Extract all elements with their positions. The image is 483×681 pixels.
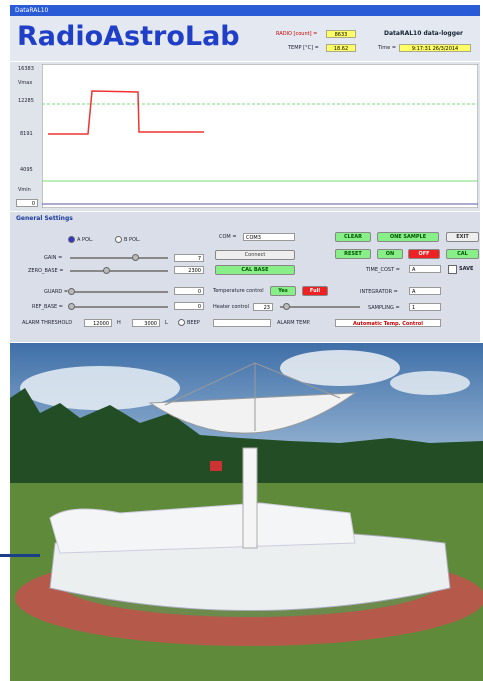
slider[interactable]	[280, 306, 360, 308]
time-value: 9:17:31 26/3/2014	[399, 44, 471, 52]
cloud	[280, 350, 400, 386]
slider-knob[interactable]	[68, 303, 75, 310]
com-select[interactable]: COM3	[243, 233, 295, 241]
receiver	[210, 461, 222, 471]
radio-value: 8633	[326, 30, 356, 38]
cal-base-button[interactable]: CAL BASE	[215, 265, 295, 275]
auto-temp-label: Automatic Temp. Control	[335, 319, 441, 327]
alarm-label: ALARM THRESHOLD	[22, 320, 73, 326]
on-button[interactable]: ON	[377, 249, 403, 259]
sampling-select[interactable]: 1	[409, 303, 441, 311]
radio-button[interactable]	[115, 236, 122, 243]
y-label: Vmax	[18, 80, 33, 86]
alarm-h-value: 12000	[84, 319, 112, 327]
guard-label: GUARD =	[44, 289, 69, 295]
alarm-h: H	[117, 320, 121, 326]
yes-button[interactable]: Yes	[270, 286, 296, 296]
radio-label: B POL.	[124, 237, 141, 243]
signal-trace	[48, 90, 204, 135]
heater-label: Heater control	[213, 304, 249, 310]
one-sample-button[interactable]: ONE SAMPLE	[377, 232, 439, 242]
window-title: DataRAL10	[15, 7, 49, 14]
beep: BEEP	[187, 320, 200, 326]
temp-control-label: Temperature control	[213, 288, 264, 294]
zero-value: 2300	[174, 266, 204, 274]
sampling-label: SAMPLING =	[368, 305, 400, 311]
integrator-label: INTEGRATOR =	[360, 289, 398, 295]
y-label: 12285	[18, 98, 34, 104]
gain-label: GAIN =	[44, 255, 63, 261]
connect-button[interactable]: Connect	[215, 250, 295, 260]
off-button[interactable]: OFF	[408, 249, 440, 259]
strut	[254, 362, 341, 399]
radio-button[interactable]	[178, 319, 185, 326]
slider-knob[interactable]	[68, 288, 75, 295]
slider-knob[interactable]	[103, 267, 110, 274]
save-label: SAVE	[459, 266, 474, 272]
slider-knob[interactable]	[132, 254, 139, 261]
com-label: COM =	[219, 234, 237, 240]
title-bar	[10, 5, 480, 16]
radio-label: A POL.	[77, 237, 94, 243]
radio-label: RADIO [count] =	[276, 31, 318, 37]
temp-label: TEMP [°C] =	[288, 45, 319, 51]
clear-button[interactable]: CLEAR	[335, 232, 371, 242]
header	[10, 16, 480, 61]
y-label: 0	[16, 199, 38, 207]
exit-button[interactable]: EXIT	[446, 232, 479, 242]
dish	[148, 392, 357, 434]
plot	[42, 64, 478, 208]
slider[interactable]	[70, 291, 168, 293]
temp-value: 18.62	[326, 44, 356, 52]
checkbox[interactable]	[448, 265, 457, 274]
full-button[interactable]: Full	[302, 286, 328, 296]
ref-label: REF_BASE =	[32, 304, 63, 310]
app-title: DataRAL10 data-logger	[384, 30, 464, 37]
mount	[242, 447, 258, 549]
y-label: 8191	[20, 131, 33, 137]
settings-title: General Settings	[16, 215, 73, 222]
cal-button[interactable]: CAL	[446, 249, 479, 259]
reset-button[interactable]: RESET	[335, 249, 371, 259]
time-cost-label: TIME_COST =	[366, 267, 400, 273]
pointer-line	[0, 554, 40, 557]
cloud	[20, 366, 180, 410]
zero-label: ZERO_BASE =	[28, 268, 64, 274]
cloud	[390, 371, 470, 395]
y-label: Vmin	[18, 187, 31, 193]
trees	[10, 388, 483, 493]
plot-frame	[42, 64, 478, 208]
alarm-l-value: 3000	[132, 319, 160, 327]
slider-knob[interactable]	[283, 303, 290, 310]
photo	[10, 343, 483, 681]
radio-button[interactable]	[68, 236, 75, 243]
strut	[164, 362, 256, 406]
alarm-temp: ALARM TEMP.	[277, 320, 311, 326]
y-label: 16383	[18, 66, 34, 72]
slider[interactable]	[70, 270, 168, 272]
slider[interactable]	[70, 306, 168, 308]
time-cost-select[interactable]: A	[409, 265, 441, 273]
heater-value: 23	[253, 303, 273, 311]
alarm-temp-input[interactable]	[213, 319, 271, 327]
alarm-l: L	[165, 320, 168, 326]
ref-value: 0	[174, 302, 204, 310]
time-label: Time =	[378, 45, 397, 51]
guard-value: 0	[174, 287, 204, 295]
cover	[49, 502, 356, 554]
logo: RadioAstroLab	[17, 21, 240, 52]
slider[interactable]	[70, 257, 168, 259]
y-label: 4095	[20, 167, 33, 173]
integrator-select[interactable]: A	[409, 287, 441, 295]
gain-value: 7	[174, 254, 204, 262]
